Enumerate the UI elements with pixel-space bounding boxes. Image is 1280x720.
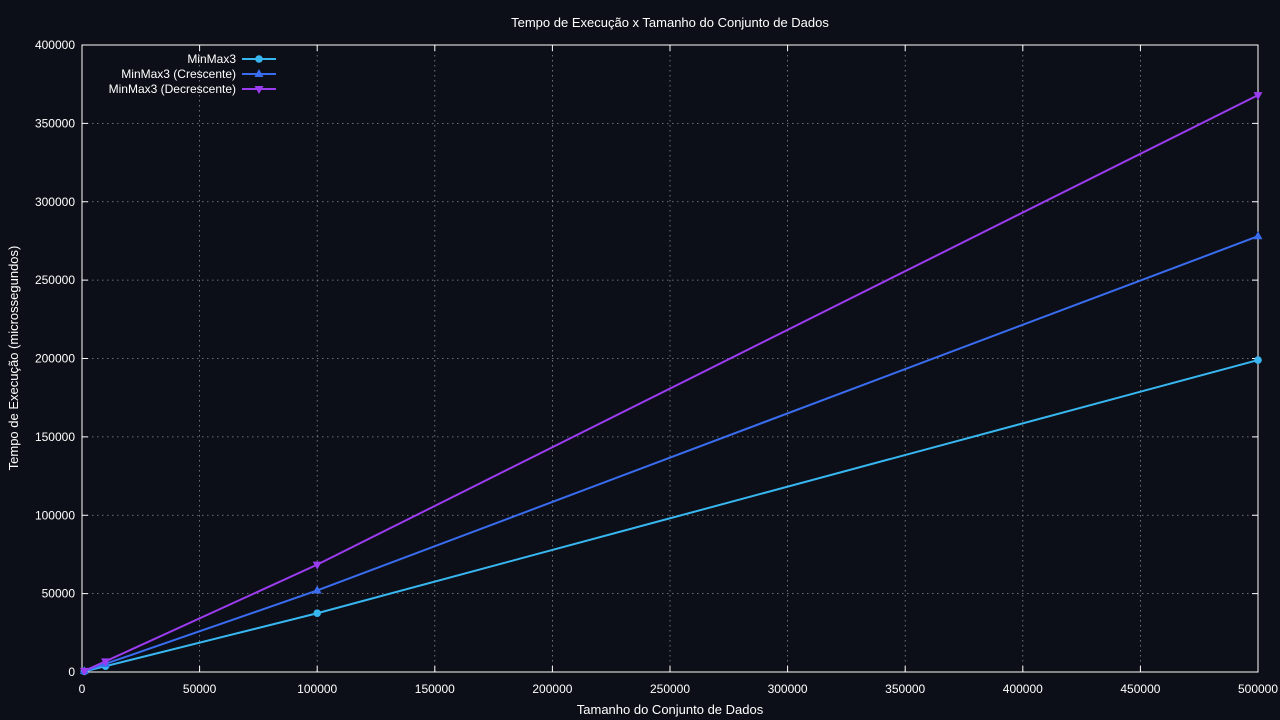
series-3-line: [83, 94, 1259, 672]
y-tick-label: 50000: [42, 587, 76, 601]
series-3-point: [101, 658, 111, 667]
series-3-point: [1253, 92, 1263, 101]
legend-item-3-marker: [254, 86, 264, 94]
y-tick-label: 0: [68, 665, 75, 679]
legend-item-2-label: MinMax3 (Crescente): [121, 67, 236, 81]
series-2-point: [1253, 231, 1263, 240]
chart-title: Tempo de Execução x Tamanho do Conjunto …: [511, 15, 829, 30]
x-tick-label: 350000: [885, 682, 925, 696]
x-tick-label: 0: [79, 682, 86, 696]
x-tick-label: 50000: [183, 682, 217, 696]
y-tick-label: 250000: [35, 273, 75, 287]
series-1-point: [1254, 356, 1262, 364]
x-tick-label: 150000: [415, 682, 455, 696]
y-tick-label: 150000: [35, 430, 75, 444]
series-group: [79, 92, 1263, 676]
legend-item-1-label: MinMax3: [187, 52, 236, 66]
series-3-point: [312, 561, 322, 570]
x-tick-label: 500000: [1238, 682, 1278, 696]
x-axis-label: Tamanho do Conjunto de Dados: [577, 702, 764, 717]
y-tick-label: 200000: [35, 352, 75, 366]
legend-item-3-label: MinMax3 (Decrescente): [109, 82, 236, 96]
y-tick-label: 100000: [35, 508, 75, 522]
y-tick-label: 350000: [35, 116, 75, 130]
series-3-point: [79, 667, 89, 676]
x-tick-label: 450000: [1120, 682, 1160, 696]
x-tick-label: 400000: [1003, 682, 1043, 696]
x-tick-label: 250000: [650, 682, 690, 696]
series-2-point: [312, 585, 322, 594]
x-tick-label: 300000: [768, 682, 808, 696]
legend-item-2-marker: [254, 69, 264, 77]
series-1-line: [84, 359, 1259, 673]
y-tick-label: 300000: [35, 195, 75, 209]
y-axis-label: Tempo de Execução (microssegundos): [6, 246, 21, 471]
grid-lines: [82, 45, 1258, 672]
series-1-point: [313, 609, 322, 618]
series-2-line: [84, 235, 1259, 673]
x-tick-label: 100000: [297, 682, 337, 696]
x-tick-label: 200000: [532, 682, 572, 696]
y-tick-label: 400000: [35, 38, 75, 52]
legend-item-1-marker: [255, 55, 263, 63]
axis-ticks: 0 50000 100000 150000 200000 250000 300000 3500…: [35, 38, 1278, 696]
